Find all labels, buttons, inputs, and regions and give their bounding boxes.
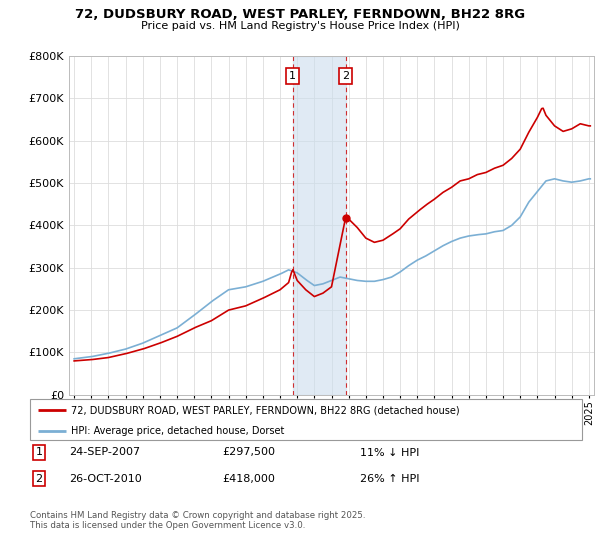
Text: £418,000: £418,000 bbox=[222, 474, 275, 484]
Text: 72, DUDSBURY ROAD, WEST PARLEY, FERNDOWN, BH22 8RG: 72, DUDSBURY ROAD, WEST PARLEY, FERNDOWN… bbox=[75, 8, 525, 21]
Text: 2: 2 bbox=[342, 71, 349, 81]
Text: Contains HM Land Registry data © Crown copyright and database right 2025.
This d: Contains HM Land Registry data © Crown c… bbox=[30, 511, 365, 530]
Text: 26-OCT-2010: 26-OCT-2010 bbox=[69, 474, 142, 484]
Text: 1: 1 bbox=[289, 71, 296, 81]
Text: 11% ↓ HPI: 11% ↓ HPI bbox=[360, 447, 419, 458]
Text: HPI: Average price, detached house, Dorset: HPI: Average price, detached house, Dors… bbox=[71, 426, 285, 436]
Bar bbox=[293, 56, 346, 395]
Text: 1: 1 bbox=[35, 447, 43, 458]
Text: £297,500: £297,500 bbox=[222, 447, 275, 458]
Text: 26% ↑ HPI: 26% ↑ HPI bbox=[360, 474, 419, 484]
Text: Price paid vs. HM Land Registry's House Price Index (HPI): Price paid vs. HM Land Registry's House … bbox=[140, 21, 460, 31]
FancyBboxPatch shape bbox=[30, 399, 582, 440]
Text: 24-SEP-2007: 24-SEP-2007 bbox=[69, 447, 140, 458]
Text: 2: 2 bbox=[35, 474, 43, 484]
Text: 72, DUDSBURY ROAD, WEST PARLEY, FERNDOWN, BH22 8RG (detached house): 72, DUDSBURY ROAD, WEST PARLEY, FERNDOWN… bbox=[71, 405, 460, 415]
